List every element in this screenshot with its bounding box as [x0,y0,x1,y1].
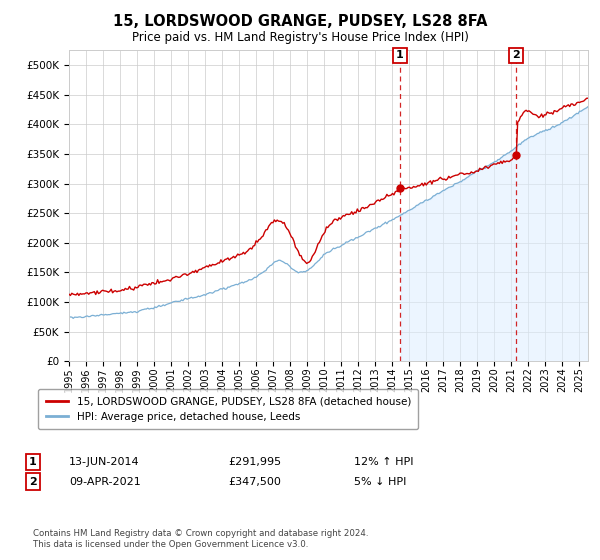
Text: Contains HM Land Registry data © Crown copyright and database right 2024.
This d: Contains HM Land Registry data © Crown c… [33,529,368,549]
Text: 1: 1 [29,457,37,467]
Text: 1: 1 [396,50,404,60]
Text: 2: 2 [29,477,37,487]
Text: 12% ↑ HPI: 12% ↑ HPI [354,457,413,467]
Text: £291,995: £291,995 [228,457,281,467]
Text: 15, LORDSWOOD GRANGE, PUDSEY, LS28 8FA: 15, LORDSWOOD GRANGE, PUDSEY, LS28 8FA [113,14,487,29]
Legend: 15, LORDSWOOD GRANGE, PUDSEY, LS28 8FA (detached house), HPI: Average price, det: 15, LORDSWOOD GRANGE, PUDSEY, LS28 8FA (… [38,389,418,429]
Text: £347,500: £347,500 [228,477,281,487]
Text: 09-APR-2021: 09-APR-2021 [69,477,141,487]
Text: 13-JUN-2014: 13-JUN-2014 [69,457,140,467]
Text: 5% ↓ HPI: 5% ↓ HPI [354,477,406,487]
Text: Price paid vs. HM Land Registry's House Price Index (HPI): Price paid vs. HM Land Registry's House … [131,31,469,44]
Text: 2: 2 [512,50,520,60]
